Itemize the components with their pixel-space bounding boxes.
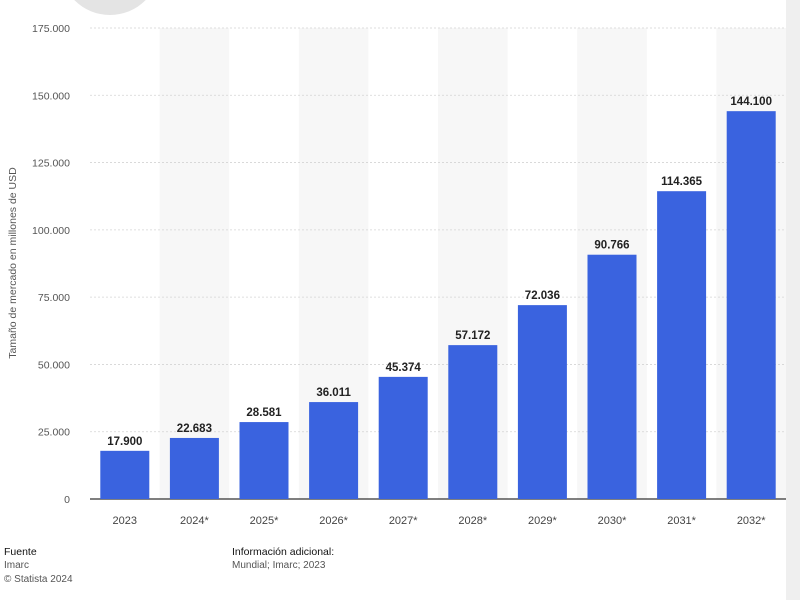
x-tick-labels: 2023 2024* 2025* 2026* 2027* 2028* 2029* 2030* 2…	[113, 515, 767, 527]
bar-value-label: 36.011	[316, 387, 351, 399]
bar[interactable]	[378, 376, 428, 499]
bar-value-label: 22.683	[177, 423, 212, 435]
source-title: Fuente	[4, 546, 37, 558]
bar-value-label: 72.036	[525, 290, 560, 302]
bar-value-label: 144.100	[730, 96, 772, 108]
y-tick-label: 75.000	[38, 292, 70, 304]
x-tick-label: 2024*	[180, 515, 209, 527]
y-axis-label: Tamaño de mercado en millones de USD	[7, 167, 19, 359]
x-tick-label: 2031*	[667, 515, 696, 527]
source-block: Fuente Imarc © Statista 2024	[4, 545, 73, 587]
y-tick-label: 25.000	[38, 427, 70, 439]
source-value[interactable]: Imarc	[4, 560, 29, 571]
bar-value-label: 90.766	[594, 240, 629, 252]
info-title: Información adicional:	[232, 546, 335, 558]
x-tick-label: 2026*	[319, 515, 348, 527]
x-tick-label: 2030*	[598, 515, 627, 527]
bar-chart: 0 25.000 50.000 75.000 100.000 125.000 150.000…	[7, 23, 786, 527]
y-tick-label: 125.000	[32, 158, 70, 170]
x-tick-label: 2032*	[737, 515, 766, 527]
bar[interactable]	[448, 345, 498, 499]
y-tick-labels: 0 25.000 50.000 75.000 100.000 125.000 150.000…	[32, 23, 70, 506]
bar-value-label: 17.900	[107, 436, 142, 448]
bar-value-label: 114.365	[661, 176, 703, 188]
x-tick-label: 2027*	[389, 515, 418, 527]
bar[interactable]	[309, 402, 359, 499]
bar-value-labels: 17.900 22.683 28.581 36.011 45.374 57.172 72.0…	[107, 96, 772, 448]
column-band	[159, 28, 230, 499]
right-edge-strip	[786, 0, 800, 600]
x-tick-label: 2025*	[250, 515, 279, 527]
y-tick-label: 150.000	[32, 90, 70, 102]
y-tick-label: 0	[64, 494, 70, 506]
bar[interactable]	[657, 191, 707, 500]
y-tick-label: 100.000	[32, 225, 70, 237]
info-value: Mundial; Imarc; 2023	[232, 560, 326, 571]
bar[interactable]	[169, 437, 219, 499]
bar[interactable]	[239, 422, 289, 499]
y-tick-label: 50.000	[38, 359, 70, 371]
bar[interactable]	[100, 450, 150, 499]
bar[interactable]	[517, 305, 567, 499]
info-block: Información adicional: Mundial; Imarc; 2…	[232, 545, 334, 573]
copyright-text: © Statista 2024	[4, 574, 73, 585]
bar-value-label: 45.374	[386, 362, 422, 374]
bars	[100, 111, 776, 500]
y-tick-label: 175.000	[32, 23, 70, 35]
x-tick-label: 2029*	[528, 515, 557, 527]
x-tick-label: 2028*	[458, 515, 487, 527]
bar-value-label: 57.172	[455, 330, 490, 342]
x-tick-label: 2023	[113, 515, 137, 527]
bar[interactable]	[726, 111, 776, 499]
bar-value-label: 28.581	[246, 407, 282, 419]
bar[interactable]	[587, 254, 637, 499]
